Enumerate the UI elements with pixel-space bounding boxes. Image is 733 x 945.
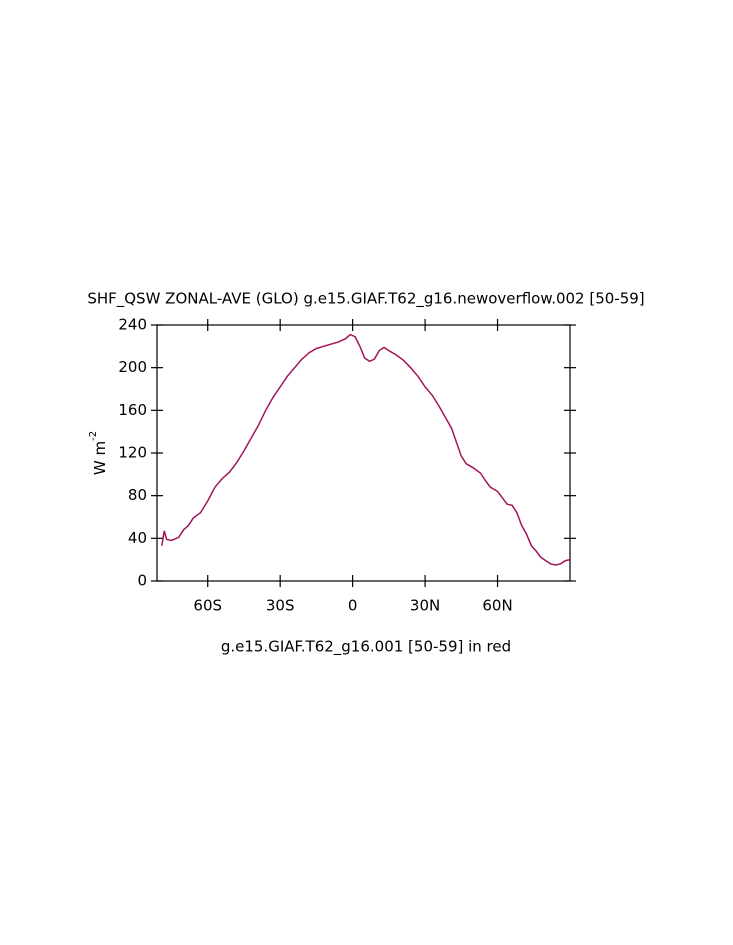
y-tick-label: 200 bbox=[118, 358, 147, 376]
x-tick-label: 60N bbox=[482, 597, 512, 615]
chart-title: SHF_QSW ZONAL-AVE (GLO) g.e15.GIAF.T62_g… bbox=[87, 290, 644, 309]
y-tick-label: 80 bbox=[128, 486, 147, 504]
y-axis-label: W m-2 bbox=[88, 431, 109, 475]
y-tick-label: 240 bbox=[118, 316, 147, 334]
y-tick-label: 120 bbox=[118, 444, 147, 462]
y-tick-label: 40 bbox=[128, 529, 147, 547]
y-tick-label: 0 bbox=[137, 572, 147, 590]
x-axis-label: g.e15.GIAF.T62_g16.001 [50-59] in red bbox=[221, 638, 511, 657]
x-tick-label: 30S bbox=[266, 597, 295, 615]
x-tick-label: 0 bbox=[348, 597, 358, 615]
data-line bbox=[161, 333, 571, 566]
plot-frame bbox=[156, 324, 571, 582]
y-label-base: W m bbox=[91, 441, 109, 475]
x-tick-label: 60S bbox=[193, 597, 222, 615]
x-tick-label: 30N bbox=[410, 597, 440, 615]
y-label-exponent: -2 bbox=[88, 431, 99, 441]
y-tick-label: 160 bbox=[118, 401, 147, 419]
y-label-text: W m-2 bbox=[88, 431, 109, 475]
